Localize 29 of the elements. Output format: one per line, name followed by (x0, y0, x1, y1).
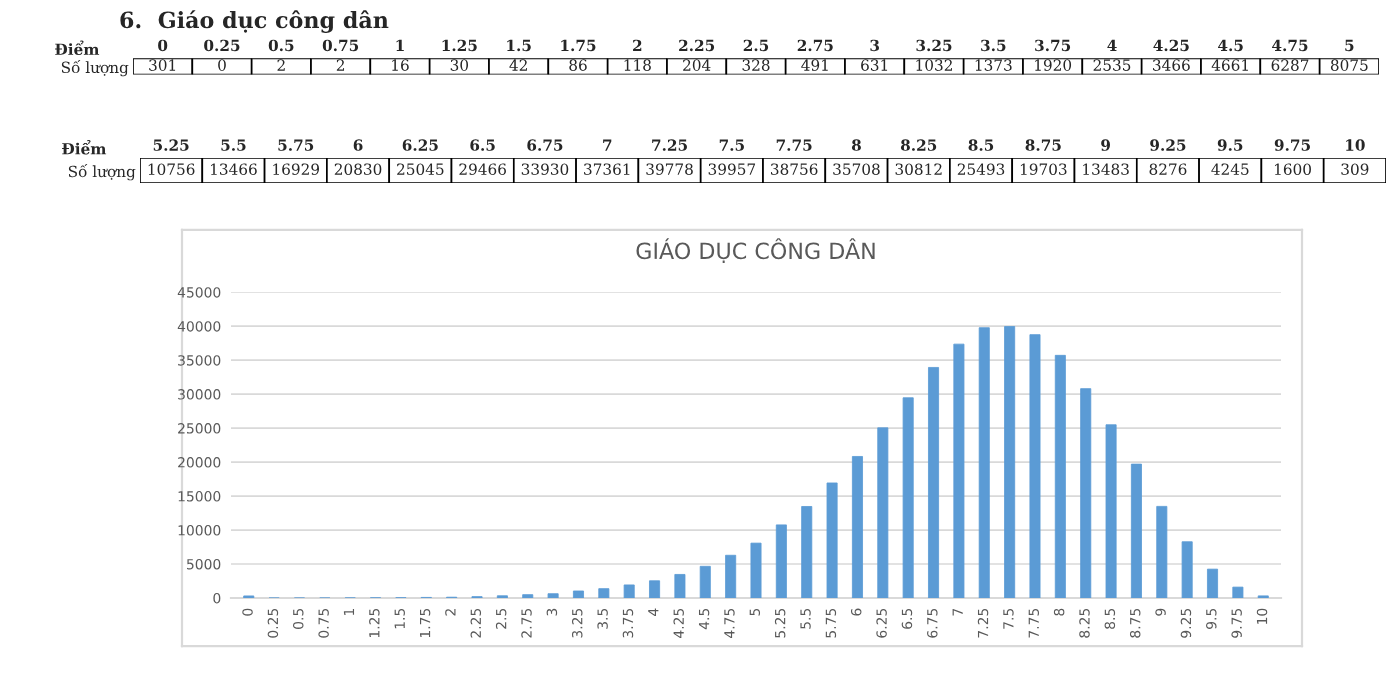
bar (725, 554, 737, 598)
bar (1080, 388, 1092, 598)
bar (1232, 586, 1244, 598)
bar (699, 565, 711, 598)
bar (877, 427, 889, 598)
bar (623, 584, 635, 598)
bar (572, 590, 584, 598)
bar (1029, 334, 1041, 598)
bar (1004, 326, 1016, 598)
bar (851, 456, 863, 598)
bar (953, 343, 965, 598)
chart-title: GIÁO DỤC CÔNG DÂN (636, 238, 875, 263)
bar (775, 524, 787, 598)
bar (598, 588, 610, 598)
bar (1105, 424, 1117, 598)
bar (1054, 354, 1066, 598)
bar (1207, 568, 1219, 598)
bar (674, 574, 686, 598)
bar (750, 542, 762, 598)
bar (1156, 505, 1168, 598)
bar (649, 580, 661, 598)
bar (902, 397, 914, 598)
bar (1130, 463, 1142, 598)
bar (826, 482, 838, 598)
bar (1181, 541, 1193, 598)
bar (801, 506, 813, 598)
bar (978, 327, 990, 598)
chart-title: 6. Giáo dục công dân (120, 10, 389, 33)
bar (928, 367, 940, 598)
